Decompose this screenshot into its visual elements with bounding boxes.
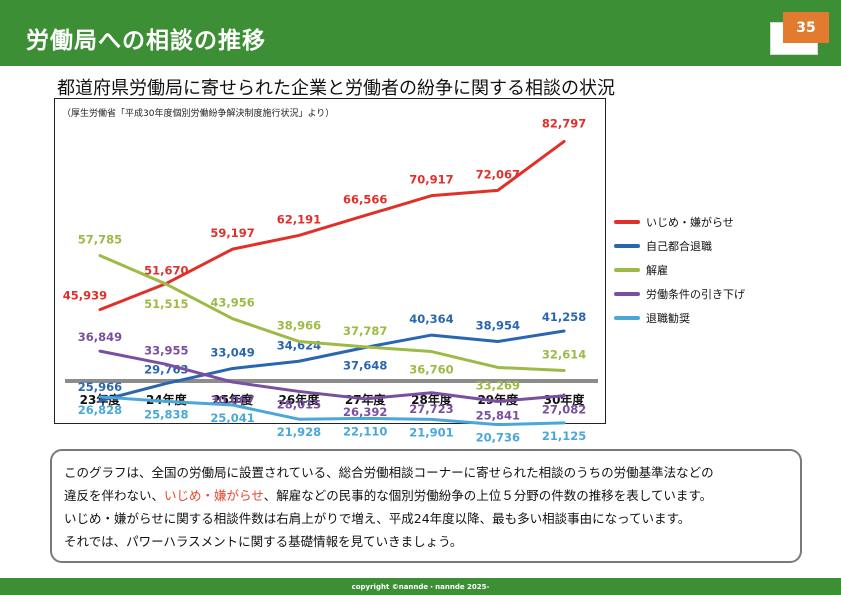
data-label: 38,966 <box>277 318 321 332</box>
data-label: 33,049 <box>210 345 254 359</box>
data-label: 72,067 <box>476 167 520 181</box>
data-label: 20,736 <box>476 431 520 445</box>
chart-title: 都道府県労働局に寄せられた企業と労働者の紛争に関する相談の状況 <box>57 78 615 99</box>
data-label: 37,648 <box>343 358 387 372</box>
data-label: 57,785 <box>78 233 122 247</box>
data-label: 43,956 <box>210 296 254 310</box>
x-tick-label: 29年度 <box>477 392 519 407</box>
data-label: 62,191 <box>277 212 321 226</box>
legend-label: 労働条件の引き下げ <box>646 288 745 301</box>
legend-swatch <box>614 244 640 248</box>
data-label: 82,797 <box>542 116 586 130</box>
chart-source-note: （厚生労働省「平成30年度個別労働紛争解決制度施行状況」より） <box>62 109 335 119</box>
copyright-text: copyright ©nannde・nannde 2025- <box>351 582 490 591</box>
legend-label: いじめ・嫌がらせ <box>646 216 734 229</box>
legend-swatch <box>614 316 640 320</box>
header-bar: 労働局への相談の推移 <box>0 0 841 66</box>
description-line-3: いじめ・嫌がらせに関する相談件数は右肩上がりで増え、平成24年度以降、最も多い相… <box>64 511 691 526</box>
data-label: 26,392 <box>343 405 387 419</box>
legend-label: 退職勧奨 <box>646 312 690 325</box>
data-label: 25,838 <box>144 407 188 421</box>
page-title: 労働局への相談の推移 <box>26 28 266 54</box>
legend-entry: いじめ・嫌がらせ <box>614 210 794 234</box>
data-label: 25,841 <box>476 408 520 422</box>
data-label: 33,269 <box>476 378 520 392</box>
data-label: 27,723 <box>409 402 453 416</box>
data-label: 21,901 <box>409 425 453 439</box>
data-label: 66,566 <box>343 192 387 206</box>
data-label: 59,197 <box>210 226 254 240</box>
data-label: 45,939 <box>63 289 107 303</box>
legend-entry: 退職勧奨 <box>614 306 794 330</box>
legend-label: 自己都合退職 <box>646 240 712 253</box>
legend-swatch <box>614 268 640 272</box>
data-label: 22,110 <box>343 424 387 438</box>
series-line <box>98 395 566 427</box>
legend-entry: 解雇 <box>614 258 794 282</box>
footer-bar: copyright ©nannde・nannde 2025- <box>0 578 841 595</box>
data-label: 25,966 <box>78 380 122 394</box>
data-label: 40,364 <box>409 312 453 326</box>
data-label: 33,955 <box>144 343 188 357</box>
data-label: 51,670 <box>144 263 188 277</box>
data-label: 32,614 <box>542 347 586 361</box>
legend-entry: 労働条件の引き下げ <box>614 282 794 306</box>
chart-legend: いじめ・嫌がらせ 自己都合退職 解雇労働条件の引き下げ 退職勧奨 <box>614 210 794 330</box>
data-label: 27,082 <box>542 403 586 417</box>
legend-swatch <box>614 220 640 224</box>
series-line <box>98 349 566 403</box>
description-line-2-post: 、解雇などの民事的な個別労働紛争の上位５分野の件数の推移を表しています。 <box>263 488 713 503</box>
data-label: 25,041 <box>210 411 254 425</box>
description-line-2: 違反を伴わない、いじめ・嫌がらせ、解雇などの民事的な個別労働紛争の上位５分野の件… <box>64 484 788 507</box>
data-label: 41,258 <box>542 310 586 324</box>
legend-label: 解雇 <box>646 264 668 277</box>
data-label: 38,954 <box>476 319 520 333</box>
series-line <box>98 139 566 312</box>
data-label: 70,917 <box>409 173 453 187</box>
data-label: 28,015 <box>277 397 321 411</box>
series-line <box>98 329 566 403</box>
x-tick-label: 28年度 <box>411 392 453 407</box>
series-line <box>98 254 566 372</box>
description-line-2-pre: 違反を伴わない、 <box>64 488 165 503</box>
data-label: 36,760 <box>409 363 453 377</box>
legend-entry: 自己都合退職 <box>614 234 794 258</box>
x-tick-label: 26年度 <box>279 392 321 407</box>
data-label: 51,515 <box>144 297 188 311</box>
page-number-badge: 35 <box>783 12 829 43</box>
data-label: 26,828 <box>78 403 122 417</box>
legend-swatch <box>614 292 640 296</box>
data-label: 21,125 <box>542 429 586 443</box>
description-box: このグラフは、全国の労働局に設置されている、総合労働相談コーナーに寄せられた相談… <box>50 449 802 563</box>
description-line-1: このグラフは、全国の労働局に設置されている、総合労働相談コーナーに寄せられた相談… <box>64 465 714 480</box>
description-line-4: それでは、パワーハラスメントに関する基礎情報を見ていきましょう。 <box>64 534 463 549</box>
data-label: 21,928 <box>277 425 321 439</box>
data-label: 36,849 <box>78 330 122 344</box>
description-highlight: いじめ・嫌がらせ <box>164 488 264 503</box>
data-label: 37,787 <box>343 324 387 338</box>
chart-frame <box>54 98 606 424</box>
